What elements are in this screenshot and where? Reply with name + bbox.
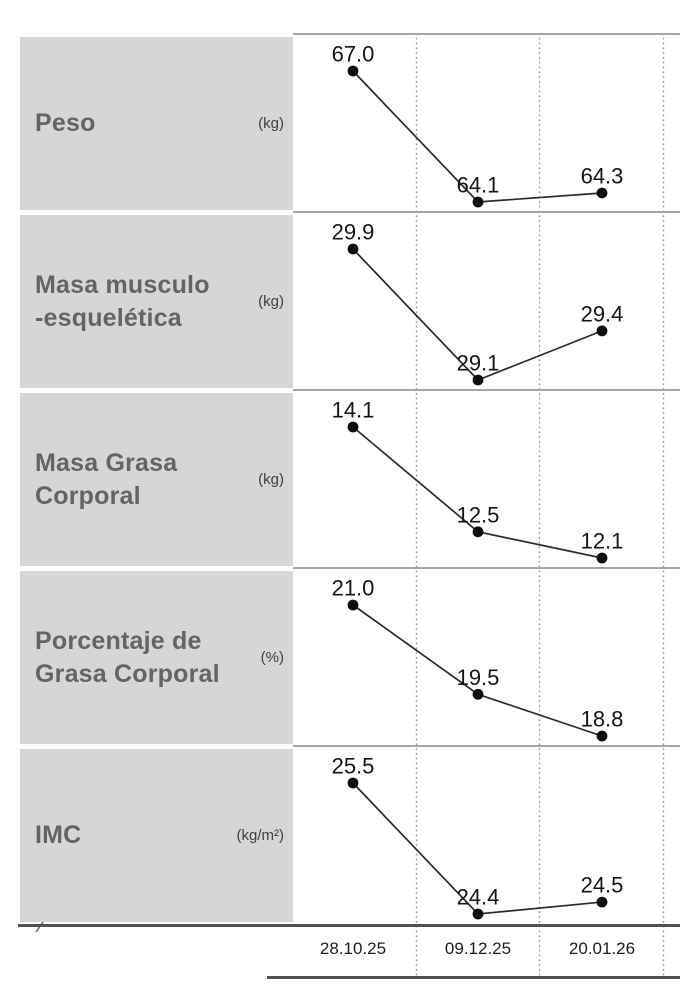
metric-unit: (%) (260, 649, 284, 666)
metric-label-box: Masa musculo -esquelética (kg) (20, 215, 293, 388)
metric-unit: (kg) (258, 293, 284, 310)
data-point-value-label: 25.5 (332, 754, 375, 779)
data-point (596, 730, 608, 742)
data-line (352, 426, 603, 559)
data-point-value-label: 24.5 (581, 873, 624, 898)
data-point-value-label: 12.1 (581, 529, 624, 554)
metric-name: Masa musculo -esquelética (35, 271, 210, 332)
metric-row: IMC (kg/m²) 25.5 24.4 24.5 (0, 747, 680, 925)
row-separator (293, 211, 680, 213)
data-point-value-label: 19.5 (457, 665, 500, 690)
axis-date: 20.01.26 (568, 939, 636, 958)
metric-name: Porcentaje de Grasa Corporal (35, 627, 220, 688)
metric-line-chart: 67.0 64.1 64.3 (293, 35, 680, 213)
data-point (472, 526, 484, 538)
data-point-value-label: 64.1 (457, 173, 500, 198)
metric-row: Porcentaje de Grasa Corporal (%) 21.0 19.… (0, 569, 680, 747)
metric-row: Peso (kg) 67.0 64.1 64.3 (0, 35, 680, 213)
row-separator (293, 389, 680, 391)
data-point-value-label: 64.3 (581, 163, 624, 188)
data-point (596, 896, 608, 908)
metric-line-chart: 21.0 19.5 18.8 (293, 569, 680, 747)
metric-label-box: IMC (kg/m²) (20, 749, 293, 922)
data-point (347, 243, 359, 255)
metric-unit: (kg) (258, 471, 284, 488)
date-axis: 28.10.25 09.12.25 20.01.26 (293, 925, 680, 977)
metric-row: Masa musculo -esquelética (kg) 29.9 29.1 2… (0, 213, 680, 391)
data-point (472, 688, 484, 700)
metric-label-box: Porcentaje de Grasa Corporal (%) (20, 571, 293, 744)
metric-label-box: Peso (kg) (20, 37, 293, 210)
metric-unit: (kg) (258, 115, 284, 132)
metric-name: IMC (35, 821, 82, 850)
axis-underline-rule (267, 976, 680, 979)
data-point (347, 599, 359, 611)
row-separator (293, 567, 680, 569)
metric-label-box: Masa Grasa Corporal (kg) (20, 393, 293, 566)
axis-date: 09.12.25 (444, 939, 512, 958)
data-point-value-label: 21.0 (332, 576, 375, 601)
data-point (347, 777, 359, 789)
metric-unit: (kg/m²) (236, 827, 285, 844)
metric-name: Masa Grasa Corporal (35, 449, 178, 510)
data-point-value-label: 12.5 (457, 502, 500, 527)
data-point-value-label: 29.9 (332, 220, 375, 245)
data-point (596, 552, 608, 564)
metric-line-chart: 29.9 29.1 29.4 (293, 213, 680, 391)
data-point-value-label: 29.4 (581, 301, 624, 326)
table-bottom-rule (18, 924, 680, 927)
data-point-value-label: 14.1 (332, 398, 375, 423)
metric-row: Masa Grasa Corporal (kg) 14.1 12.5 12.1 (0, 391, 680, 569)
row-separator (293, 745, 680, 747)
row-separator (293, 33, 680, 35)
metric-line-chart: 25.5 24.4 24.5 (293, 747, 680, 925)
data-point (596, 187, 608, 199)
data-point (472, 196, 484, 208)
data-point (347, 421, 359, 433)
data-point (472, 374, 484, 386)
data-point (472, 908, 484, 920)
axis-date: 28.10.25 (319, 939, 387, 958)
data-point-value-label: 24.4 (457, 885, 500, 910)
data-point (596, 325, 608, 337)
metric-line-chart: 14.1 12.5 12.1 (293, 391, 680, 569)
data-point-value-label: 67.0 (332, 42, 375, 67)
metric-name: Peso (35, 109, 96, 138)
data-point-value-label: 29.1 (457, 351, 500, 376)
data-point-value-label: 18.8 (581, 707, 624, 732)
data-point (347, 65, 359, 77)
